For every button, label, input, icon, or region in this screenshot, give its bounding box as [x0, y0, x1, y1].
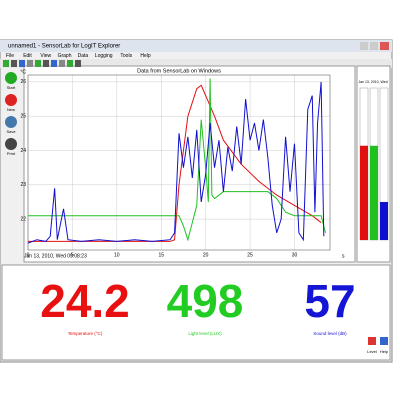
side-date: Jan 13, 2010, Wed: [358, 80, 387, 84]
readout-label: Light level (LUX): [188, 331, 222, 336]
toolbar-button[interactable]: [35, 60, 41, 67]
menu-item[interactable]: Tools: [120, 53, 132, 59]
toolbar-button[interactable]: [59, 60, 65, 67]
bottom-button-icon[interactable]: [368, 337, 376, 345]
toolbar-button[interactable]: [43, 60, 49, 67]
menu-item[interactable]: View: [40, 53, 51, 59]
x-tick-label: 15: [158, 252, 164, 258]
readout-label: Sound level (dB): [313, 331, 347, 336]
meter-bar: [360, 145, 368, 240]
toolbar: [0, 59, 392, 68]
title-bar: [0, 40, 392, 52]
maximize[interactable]: [370, 42, 378, 50]
bottom-button-label[interactable]: Level: [367, 349, 377, 354]
close[interactable]: [380, 42, 389, 50]
timestamp: Jan 13, 2010, Wed 09:08:23: [24, 253, 87, 259]
sidebar-icon[interactable]: [5, 138, 17, 150]
sidebar-label[interactable]: New: [7, 107, 15, 112]
readout-value: 57: [304, 275, 355, 327]
x-tick-label: 30: [292, 252, 298, 258]
toolbar-button[interactable]: [3, 60, 9, 67]
readout-label: Temperature (°C): [68, 331, 103, 336]
y-tick-label: 22: [20, 216, 26, 222]
chart-title: Data from SensorLab on Windows: [137, 68, 221, 74]
toolbar-button[interactable]: [11, 60, 17, 67]
sidebar-icon[interactable]: [5, 94, 17, 106]
plot-border: [27, 74, 331, 251]
menu-item[interactable]: File: [6, 53, 14, 59]
bottom-button-icon[interactable]: [380, 337, 388, 345]
y-tick-label: 25: [20, 114, 26, 120]
toolbar-button[interactable]: [75, 60, 81, 67]
meter-bar: [380, 202, 388, 240]
sidebar-label[interactable]: Start: [7, 85, 16, 90]
data-line: [28, 84, 322, 242]
y-tick-label: 26: [20, 79, 26, 85]
menu-item[interactable]: Logging: [95, 53, 113, 59]
toolbar-button[interactable]: [67, 60, 73, 67]
toolbar-button[interactable]: [27, 60, 33, 67]
menu-item[interactable]: Help: [140, 53, 151, 59]
toolbar-button[interactable]: [51, 60, 57, 67]
data-line: [27, 81, 325, 244]
menu-item[interactable]: Graph: [58, 53, 72, 59]
x-tick-label: 10: [114, 252, 120, 258]
window-title: unnamed1 - SensorLab for LogIT Explorer: [8, 44, 120, 50]
sidebar-icon[interactable]: [5, 116, 17, 128]
y-tick-label: 23: [20, 182, 26, 188]
y-tick-label: 24: [20, 148, 26, 154]
sidebar-icon[interactable]: [5, 72, 17, 84]
x-unit: s: [342, 253, 345, 259]
x-tick-label: 0: [27, 252, 30, 258]
minimize[interactable]: [360, 42, 368, 50]
sidebar-label[interactable]: Save: [6, 129, 16, 134]
menu-item[interactable]: Data: [78, 53, 89, 59]
readout-panel: [1, 264, 391, 361]
sidebar-label[interactable]: Print: [7, 151, 16, 156]
meter-bar: [370, 145, 378, 240]
x-tick-label: 25: [247, 252, 253, 258]
y-unit: °C: [20, 69, 26, 75]
x-tick-label: 20: [203, 252, 209, 258]
readout-value: 24.2: [40, 275, 130, 327]
menu-item[interactable]: Edit: [23, 53, 32, 59]
x-tick-label: 5: [71, 252, 74, 258]
bottom-button-label[interactable]: Help: [380, 349, 389, 354]
chart-frame: [23, 65, 356, 263]
readout-value: 498: [167, 275, 244, 327]
toolbar-button[interactable]: [19, 60, 25, 67]
